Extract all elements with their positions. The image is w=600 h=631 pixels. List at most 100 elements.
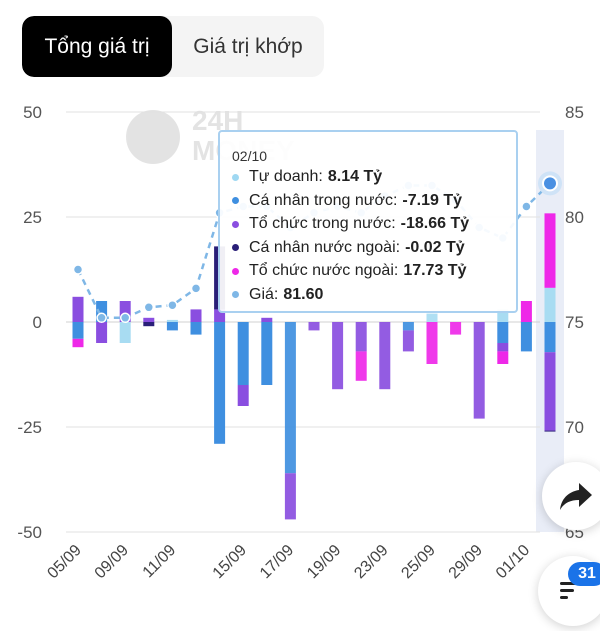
price-point [521,201,532,212]
price-point [190,283,202,294]
y-axis-right-tick-label: 70 [565,418,584,437]
bar-segment [544,430,556,432]
tooltip-value: -0.02 Tỷ [405,238,465,256]
bar-segment [119,322,131,343]
price-point [167,299,178,311]
tooltip-row: Giá: 81.60 [232,286,323,304]
tooltip-row: Tự doanh: 8.14 Tỷ [232,168,382,186]
x-axis-tick-label: 01/10 [493,542,533,582]
y-axis-left-tick-label: -50 [17,523,42,542]
legend-dot-icon [232,197,239,204]
bar-segment [214,322,226,444]
chart-tooltip: 02/10 Tự doanh: 8.14 Tỷ Cá nhân trong nước… [218,130,518,313]
bar-segment [190,309,202,322]
legend-dot-icon [232,267,239,275]
tooltip-value: 8.14 Tỷ [327,168,383,185]
bar-segment [426,313,438,322]
price-point-selected [542,175,558,192]
bar-segment [402,330,414,352]
bar-segment [520,322,532,352]
share-arrow-icon [560,483,592,510]
bar-segment [190,322,202,335]
tooltip-label: Giá: [249,285,279,303]
x-axis-tick-label: 29/09 [446,542,486,582]
tab-total-value[interactable]: Tổng giá trị [22,16,172,77]
tooltip-label: Cá nhân nước ngoài: [249,238,401,256]
x-axis-tick-label: 25/09 [398,542,438,582]
tooltip-row: Cá nhân trong nước: -7.19 Tỷ [232,192,462,210]
bar-segment [143,317,155,322]
bar-segment [355,322,367,352]
bar-segment [119,301,131,322]
bar-segment [261,322,273,385]
bar-segment [497,351,509,364]
x-axis-tick-label: 05/09 [44,542,84,582]
tab-group: Tổng giá trị Giá trị khớp [22,16,324,77]
y-axis-right-tick-label: 75 [565,313,584,332]
watermark-logo-icon [126,110,180,164]
bar-segment [143,322,155,327]
bar-segment [72,296,84,322]
bar-segment [166,319,178,322]
legend-dot-icon [232,291,239,298]
bar-segment [214,309,226,322]
bar-segment [72,338,84,348]
bar-segment [450,322,462,335]
bar-segment [308,322,320,331]
tooltip-label: Tổ chức nước ngoài: [249,262,399,279]
legend-dot-icon [232,220,239,228]
bar-segment [544,213,556,288]
tooltip-label: Cá nhân trong nước: [249,191,398,209]
price-point [72,264,84,275]
y-axis-left-tick-label: -25 [17,418,42,437]
bar-segment [166,322,178,331]
tooltip-value: -7.19 Tỷ [402,191,462,209]
x-axis-tick-label: 17/09 [257,542,297,582]
bar-segment [497,309,509,322]
tooltip-label: Tổ chức trong nước: [249,215,396,232]
tab-matched-value[interactable]: Giá trị khớp [193,34,303,58]
bar-segment [379,322,391,390]
legend-dot-icon [232,244,239,251]
tooltip-label: Tự doanh: [249,168,323,185]
share-button[interactable] [542,462,600,530]
bar-segment [237,385,249,406]
bar-segment [544,287,556,322]
bar-segment [402,322,414,331]
bar-segment [544,352,556,431]
x-axis-tick-label: 09/09 [92,542,132,582]
bar-segment [96,322,108,343]
bar-segment [355,351,367,381]
price-point [143,302,155,313]
y-axis-left-tick-label: 25 [23,208,42,227]
tooltip-row: Tổ chức trong nước: -18.66 Tỷ [232,215,469,233]
tooltip-value: 17.73 Tỷ [403,262,467,279]
x-axis-tick-label: 19/09 [304,542,344,582]
y-axis-right-tick-label: 80 [565,208,584,227]
tooltip-row: Tổ chức nước ngoài: 17.73 Tỷ [232,262,466,280]
bar-segment [332,322,344,390]
bar-segment [284,473,296,520]
bar-segment [426,322,438,364]
bar-segment [261,317,273,322]
bar-segment [497,322,509,343]
bar-segment [473,322,485,419]
comment-count-badge: 31 [568,562,600,586]
bar-segment [237,322,249,385]
y-axis-right-tick-label: 85 [565,103,584,122]
x-axis-tick-label: 23/09 [351,542,391,582]
bar-segment [520,301,532,322]
x-axis-tick-label: 11/09 [140,542,180,582]
bar-segment [497,343,509,352]
chart-canvas: 24H MONEY 50250-25-50858075706505/0909/0… [17,103,584,582]
tooltip-value: 81.60 [283,285,324,303]
y-axis-left-tick-label: 0 [33,313,42,332]
tooltip-value: -18.66 Tỷ [400,215,470,232]
tooltip-row: Cá nhân nước ngoài: -0.02 Tỷ [232,239,465,257]
bar-segment [284,322,296,474]
y-axis-left-tick-label: 50 [23,103,42,122]
bar-segment [544,322,556,353]
tooltip-date: 02/10 [232,148,268,164]
bar-segment [96,301,108,322]
bar-segment [72,322,84,339]
